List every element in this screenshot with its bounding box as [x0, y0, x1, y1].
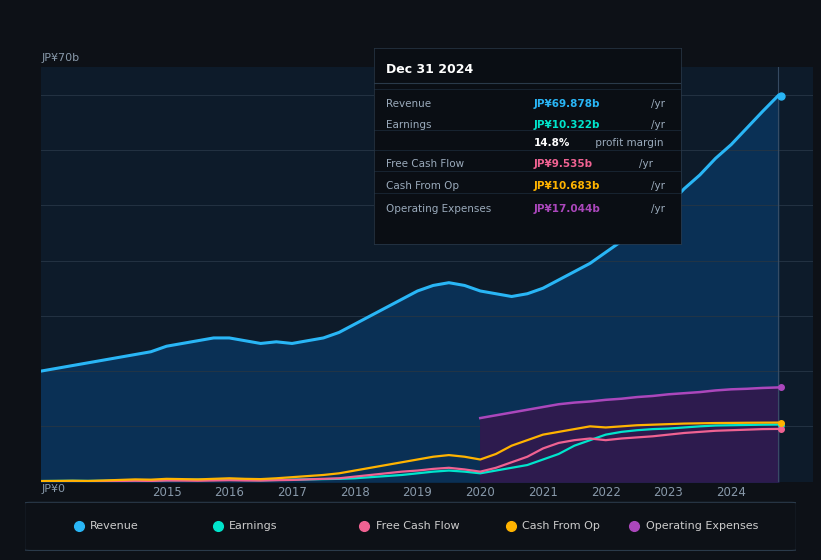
Text: JP¥69.878b: JP¥69.878b: [534, 99, 600, 109]
Text: /yr: /yr: [651, 181, 665, 191]
Text: JP¥9.535b: JP¥9.535b: [534, 160, 593, 169]
Text: profit margin: profit margin: [592, 138, 663, 148]
Text: Free Cash Flow: Free Cash Flow: [376, 521, 460, 531]
Text: Operating Expenses: Operating Expenses: [646, 521, 759, 531]
Text: Cash From Op: Cash From Op: [386, 181, 459, 191]
Text: Earnings: Earnings: [386, 120, 431, 130]
Text: Revenue: Revenue: [90, 521, 139, 531]
Text: JP¥17.044b: JP¥17.044b: [534, 204, 600, 214]
Text: JP¥70b: JP¥70b: [41, 53, 79, 63]
Text: /yr: /yr: [651, 204, 665, 214]
Text: 14.8%: 14.8%: [534, 138, 570, 148]
Text: Earnings: Earnings: [229, 521, 277, 531]
Text: JP¥10.322b: JP¥10.322b: [534, 120, 600, 130]
Text: JP¥0: JP¥0: [41, 484, 65, 494]
Text: Revenue: Revenue: [386, 99, 431, 109]
Text: Dec 31 2024: Dec 31 2024: [386, 63, 473, 76]
Text: Operating Expenses: Operating Expenses: [386, 204, 491, 214]
Text: Cash From Op: Cash From Op: [522, 521, 600, 531]
Text: JP¥10.683b: JP¥10.683b: [534, 181, 600, 191]
Text: Free Cash Flow: Free Cash Flow: [386, 160, 464, 169]
Text: /yr: /yr: [651, 99, 665, 109]
Text: /yr: /yr: [651, 120, 665, 130]
Text: /yr: /yr: [639, 160, 653, 169]
